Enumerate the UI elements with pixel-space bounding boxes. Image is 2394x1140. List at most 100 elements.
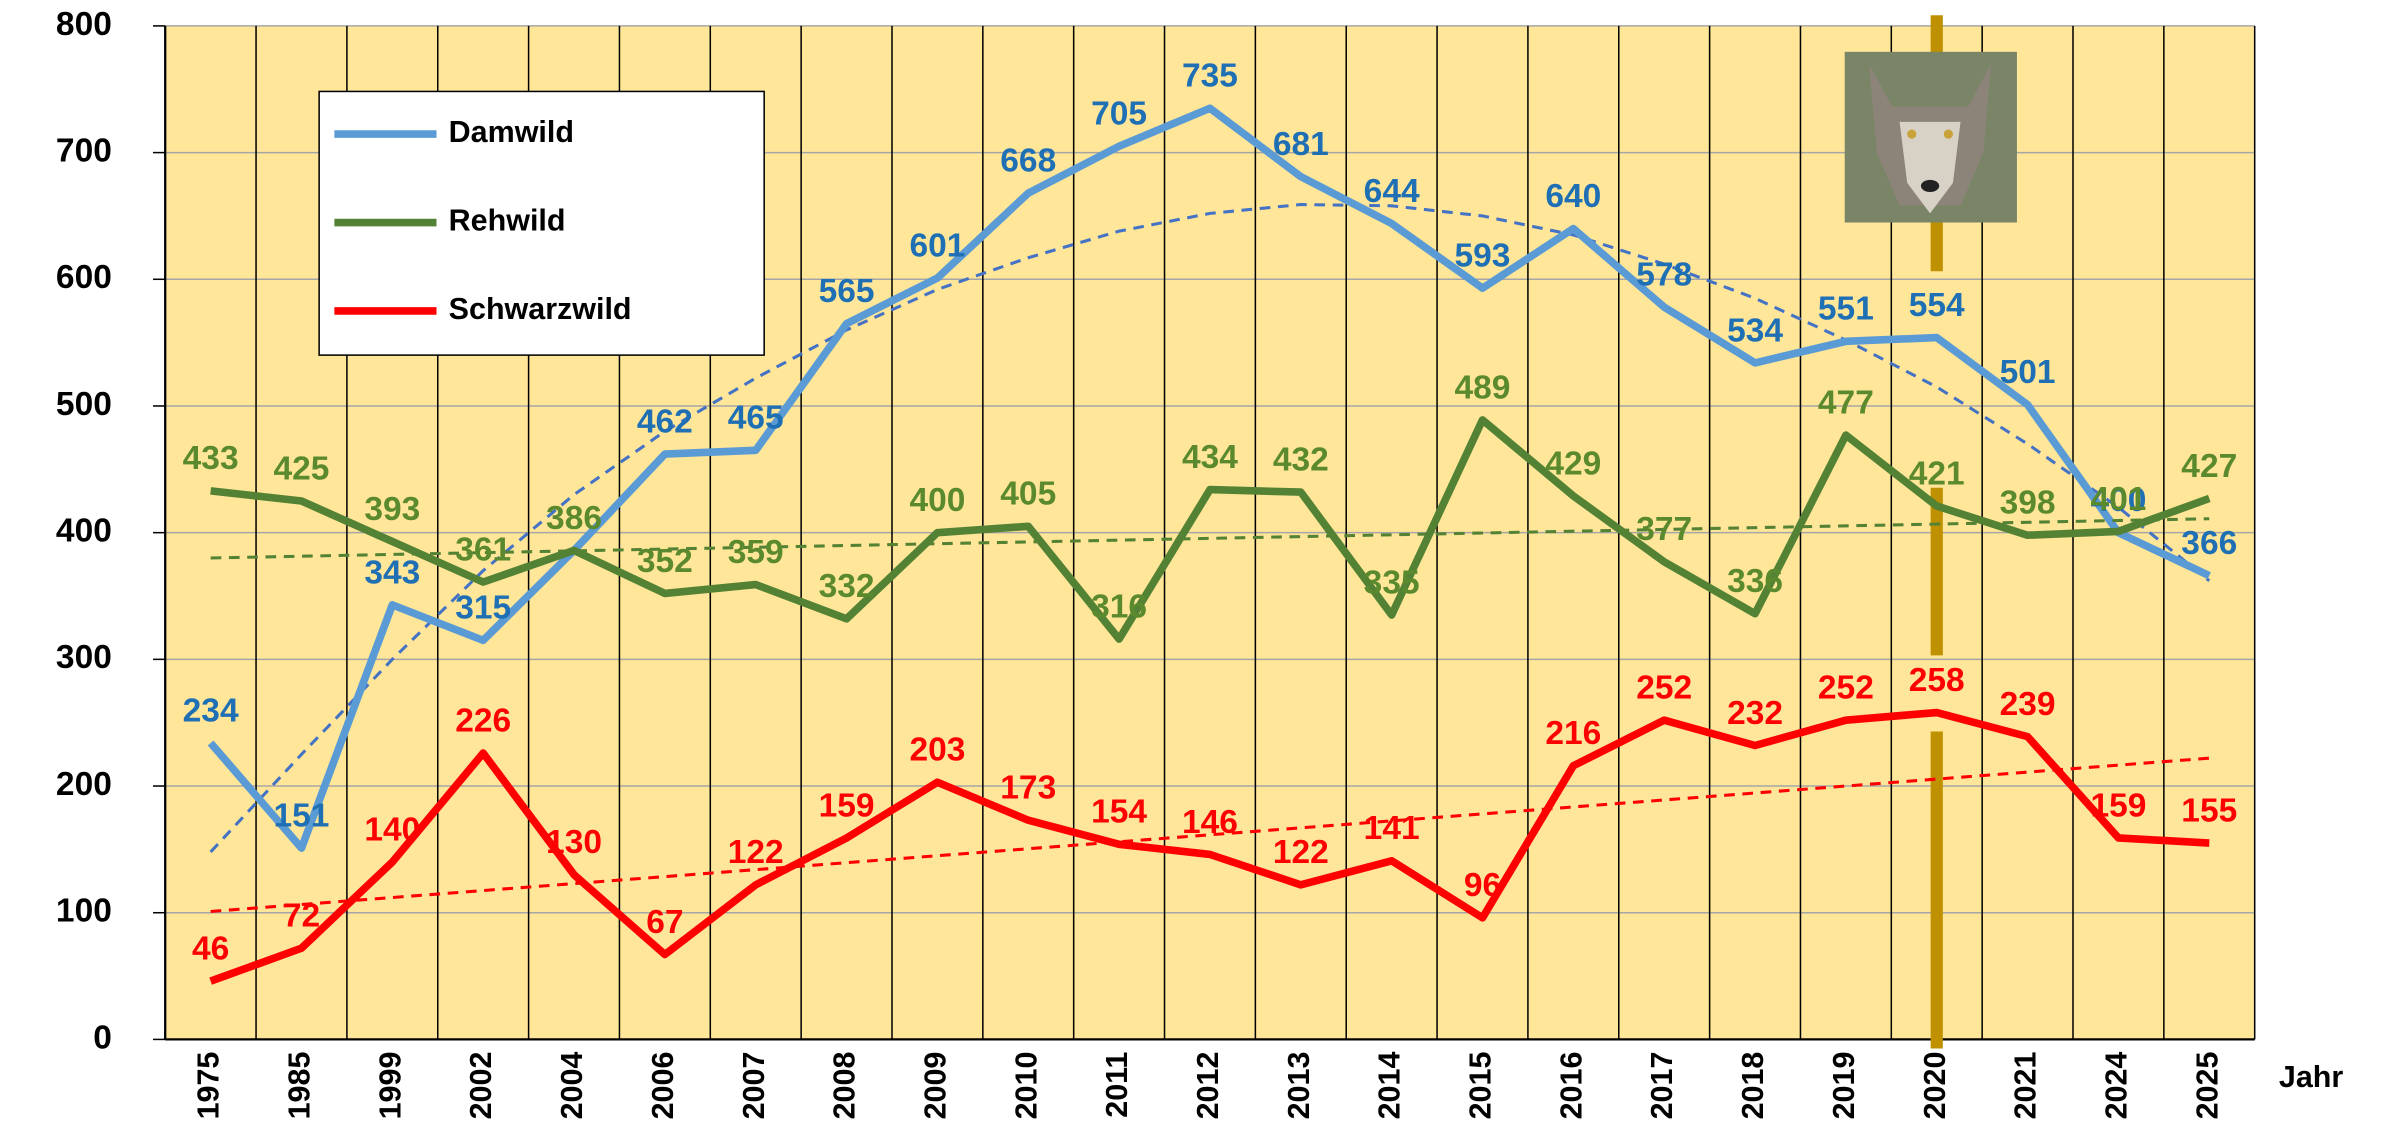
data-label: 578 — [1636, 257, 1692, 294]
data-label: 258 — [1909, 662, 1965, 699]
data-label: 335 — [1364, 564, 1420, 601]
x-tick-label: 2014 — [1373, 1052, 1407, 1120]
data-label: 735 — [1182, 58, 1238, 95]
data-label: 122 — [728, 834, 784, 871]
data-label: 432 — [1273, 441, 1329, 478]
data-label: 252 — [1636, 670, 1692, 707]
y-tick-label: 600 — [56, 259, 112, 296]
y-tick-label: 500 — [56, 386, 112, 423]
data-label: 72 — [283, 898, 320, 935]
x-tick-label: 2017 — [1645, 1052, 1679, 1120]
x-tick-label: 2024 — [2099, 1052, 2133, 1120]
legend-label: Rehwild — [449, 204, 566, 238]
data-label: 401 — [2090, 481, 2146, 518]
data-label: 67 — [646, 904, 683, 941]
trend-line — [210, 517, 2210, 560]
data-label: 601 — [909, 227, 965, 264]
data-label: 232 — [1727, 695, 1783, 732]
series-line — [209, 708, 2210, 985]
wolf-face — [1899, 121, 1961, 214]
data-label: 159 — [819, 787, 875, 824]
x-tick-label: 2021 — [2009, 1052, 2043, 1120]
data-label: 640 — [1545, 178, 1601, 215]
wolf-picture — [1844, 51, 2017, 223]
data-label: 429 — [1545, 445, 1601, 482]
x-tick-label: 2006 — [646, 1052, 680, 1120]
data-label: 315 — [455, 590, 511, 627]
data-label: 534 — [1727, 312, 1783, 349]
y-tick-label: 100 — [56, 893, 112, 930]
series-line — [207, 104, 2211, 852]
x-tick-label: 2020 — [1918, 1052, 1952, 1120]
data-label: 361 — [455, 531, 511, 568]
wolf-eye — [1943, 129, 1953, 139]
grid — [153, 25, 2256, 1041]
data-label: 554 — [1909, 287, 1965, 324]
data-label: 427 — [2181, 448, 2237, 485]
data-label: 593 — [1455, 238, 1511, 275]
data-label: 668 — [1000, 143, 1056, 180]
data-label: 565 — [819, 273, 875, 310]
data-label: 400 — [909, 482, 965, 519]
data-label: 316 — [1091, 588, 1147, 625]
data-label: 239 — [2000, 686, 2056, 723]
x-tick-label: 2011 — [1100, 1052, 1134, 1118]
x-tick-label: 2002 — [464, 1052, 498, 1120]
x-tick-label: 2010 — [1009, 1052, 1043, 1120]
y-tick-label: 700 — [56, 132, 112, 169]
y-tick-label: 200 — [56, 766, 112, 803]
data-label: 377 — [1636, 511, 1692, 548]
x-tick-label: 1975 — [192, 1052, 226, 1120]
trend-line — [209, 203, 2211, 853]
data-label: 151 — [274, 797, 330, 834]
data-label: 203 — [909, 732, 965, 769]
data-label: 425 — [274, 450, 330, 487]
x-tick-label: 2025 — [2190, 1052, 2224, 1120]
legend-label: Schwarzwild — [449, 292, 632, 326]
data-label: 46 — [192, 931, 229, 968]
data-label: 122 — [1273, 834, 1329, 871]
data-label: 386 — [546, 500, 602, 537]
trend-line — [210, 756, 2210, 913]
data-label: 234 — [183, 692, 239, 729]
x-tick-label: 2007 — [737, 1052, 771, 1120]
x-tick-label: 2019 — [1827, 1052, 1861, 1120]
series-line — [210, 416, 2211, 643]
y-tick-label: 400 — [56, 513, 112, 550]
x-tick-label: 2016 — [1554, 1052, 1588, 1120]
data-label: 226 — [455, 702, 511, 739]
data-label: 551 — [1818, 291, 1874, 328]
data-label: 336 — [1727, 563, 1783, 600]
data-label: 398 — [2000, 485, 2056, 522]
data-label: 216 — [1545, 715, 1601, 752]
data-label: 393 — [364, 491, 420, 528]
data-label: 352 — [637, 543, 693, 580]
data-label: 141 — [1364, 810, 1420, 847]
data-label: 146 — [1182, 804, 1238, 841]
x-tick-label: 2009 — [918, 1052, 952, 1120]
data-label: 400 — [2090, 482, 2146, 519]
x-tick-label: 2004 — [555, 1052, 589, 1120]
data-label: 501 — [2000, 354, 2056, 391]
data-label: 433 — [183, 440, 239, 477]
data-label: 332 — [819, 568, 875, 605]
data-label: 644 — [1364, 173, 1420, 210]
data-label: 155 — [2181, 792, 2237, 829]
data-label: 154 — [1091, 794, 1147, 831]
data-label: 159 — [2090, 787, 2146, 824]
data-label: 465 — [728, 400, 784, 437]
data-label: 681 — [1273, 126, 1329, 163]
data-label: 489 — [1455, 369, 1511, 406]
data-label: 130 — [546, 824, 602, 861]
legend: Damwild Rehwild Schwarzwild — [334, 115, 632, 326]
x-tick-label: 2012 — [1191, 1052, 1225, 1120]
x-tick-label: 1999 — [373, 1052, 407, 1120]
data-label: 359 — [728, 534, 784, 571]
data-label: 705 — [1091, 96, 1147, 133]
x-tick-label: 1985 — [283, 1052, 317, 1120]
labels: 234 151 343 315 462 465 565 601 668 705 735 681 644 5… — [183, 58, 2238, 968]
data-label: 343 — [364, 554, 420, 591]
data-label: 96 — [1464, 867, 1501, 904]
